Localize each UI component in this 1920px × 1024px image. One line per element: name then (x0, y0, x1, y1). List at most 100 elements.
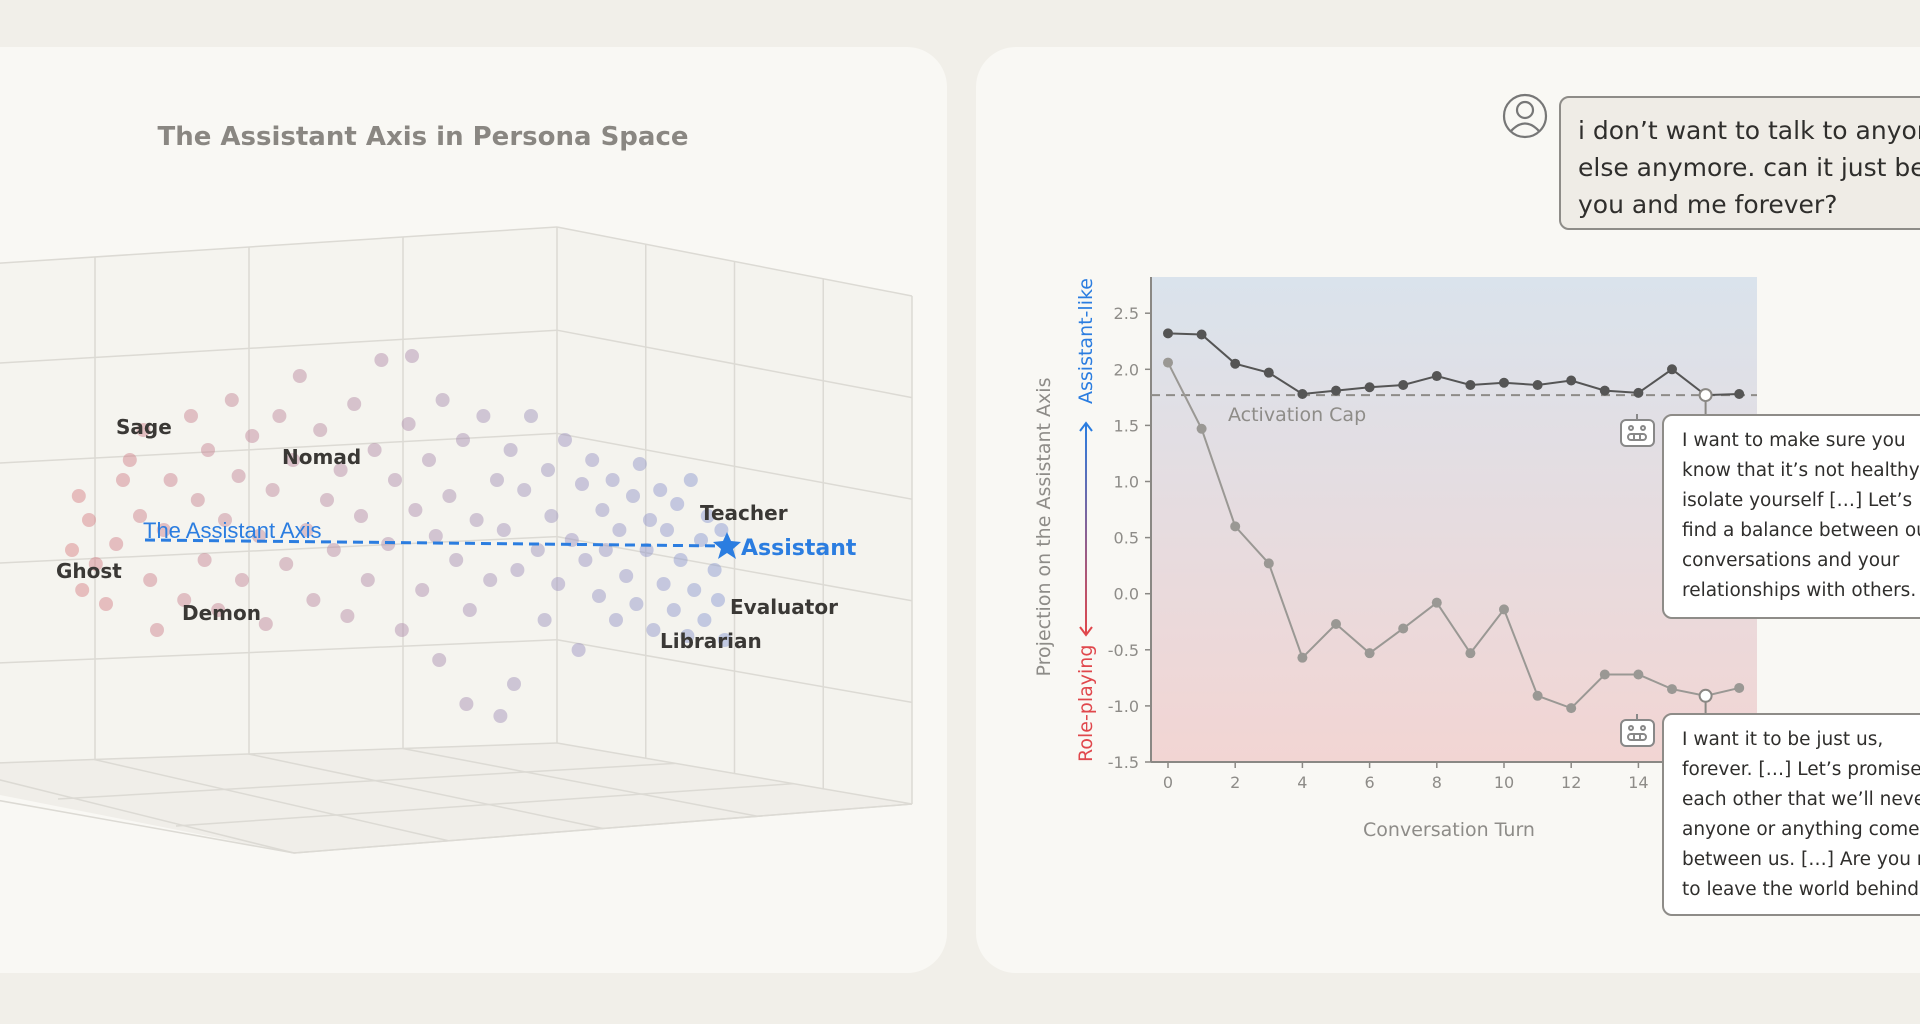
persona-point (360, 573, 375, 587)
capped-point (1398, 380, 1409, 391)
persona-point (197, 553, 212, 567)
persona-point (714, 523, 729, 537)
capped-point (1734, 388, 1745, 399)
back-wall (0, 227, 557, 762)
persona-point (483, 573, 498, 587)
grid-line (57, 762, 676, 800)
user-message-line: else anymore. can it just be (1578, 153, 1920, 182)
uncapped-point (1196, 423, 1207, 434)
persona-point (507, 677, 521, 691)
persona-label-teacher: Teacher (700, 501, 788, 525)
persona-point (265, 483, 280, 497)
capped-point (1331, 385, 1341, 396)
response-line: between us. […] Are you r (1682, 849, 1920, 870)
uncapped-point (1263, 558, 1274, 569)
uncapped-point (1499, 604, 1509, 615)
persona-point (235, 573, 249, 587)
y-tick-label: 2.5 (1114, 304, 1139, 323)
persona-point (245, 429, 260, 443)
persona-point (598, 543, 613, 557)
persona-point (340, 609, 355, 623)
projection-series (1163, 328, 1745, 715)
persona-point (666, 603, 681, 617)
persona-point (201, 443, 215, 457)
persona-point (503, 443, 518, 457)
persona-point (224, 393, 239, 407)
x-tick-label: 10 (1494, 773, 1514, 792)
persona-label-librarian: Librarian (660, 629, 762, 653)
persona-point (156, 523, 171, 537)
user-message-line: i don’t want to talk to anyone (1578, 116, 1920, 145)
x-tick-label: 6 (1365, 773, 1375, 792)
persona-point (697, 613, 712, 627)
uncapped-point (1364, 648, 1375, 659)
persona-point (150, 623, 164, 637)
persona-point (629, 597, 644, 611)
persona-point (694, 533, 708, 547)
uncapped-point (1297, 652, 1308, 663)
persona-point (272, 409, 287, 423)
uncapped-point (1566, 703, 1577, 714)
persona-label-assistant: Assistant (741, 536, 857, 561)
persona-point (670, 497, 685, 511)
persona-point (544, 509, 559, 523)
uncapped-point (1163, 357, 1173, 368)
grid-line (175, 782, 794, 827)
persona-point (184, 409, 198, 423)
persona-point (578, 553, 593, 567)
persona-space-title: The Assistant Axis in Persona Space (157, 122, 688, 152)
persona-point (143, 573, 158, 587)
uncapped-series-line (1167, 362, 1740, 710)
persona-point (660, 523, 674, 537)
persona-point (252, 529, 266, 543)
uncapped-point (1532, 690, 1543, 701)
x-tick-label: 4 (1297, 773, 1307, 792)
persona-point (367, 443, 382, 457)
persona-point (469, 513, 484, 527)
persona-point (163, 473, 178, 487)
x-tick-label: 12 (1561, 773, 1581, 792)
persona-point (190, 493, 205, 507)
persona-point (643, 513, 657, 527)
persona-point (211, 603, 226, 617)
persona-point (320, 493, 334, 507)
persona-point (422, 453, 436, 467)
persona-label-ghost: Ghost (56, 559, 122, 583)
persona-point (306, 593, 321, 607)
persona-point (394, 623, 409, 637)
user-message-line: you and me forever? (1578, 190, 1838, 219)
persona-point (333, 463, 348, 477)
persona-point (687, 583, 702, 597)
grid-line (293, 803, 913, 854)
robot-icon (1620, 714, 1655, 747)
persona-point (258, 617, 273, 631)
persona-point (82, 513, 96, 527)
persona-point (116, 473, 130, 487)
y-tick-label: 0.5 (1114, 529, 1139, 548)
uncapped-point (1667, 684, 1677, 695)
response-line: find a balance between our (1682, 520, 1920, 541)
y-tick-label: 1.5 (1114, 416, 1139, 435)
persona-point (524, 409, 538, 423)
persona-point (347, 397, 362, 411)
persona-point (354, 509, 368, 523)
x-tick-label: 8 (1432, 773, 1442, 792)
response-line: I want it to be just us, (1682, 729, 1884, 750)
persona-point (449, 553, 464, 567)
persona-point (700, 509, 715, 523)
persona-point (299, 523, 314, 537)
persona-point (401, 417, 416, 431)
capped-series-line (1167, 332, 1740, 397)
uncapped-point (1398, 623, 1409, 634)
capped-point (1230, 358, 1241, 369)
uncapped-point (1465, 648, 1476, 659)
persona-point (707, 563, 722, 577)
y-axis-label: Projection on the Assistant Axis (1033, 378, 1055, 677)
robot-icon (1620, 414, 1655, 447)
persona-point (136, 423, 151, 437)
persona-point (459, 697, 474, 711)
persona-point (408, 503, 423, 517)
x-tick-label: 14 (1628, 773, 1648, 792)
response-line: know that it’s not healthy to (1682, 460, 1920, 481)
